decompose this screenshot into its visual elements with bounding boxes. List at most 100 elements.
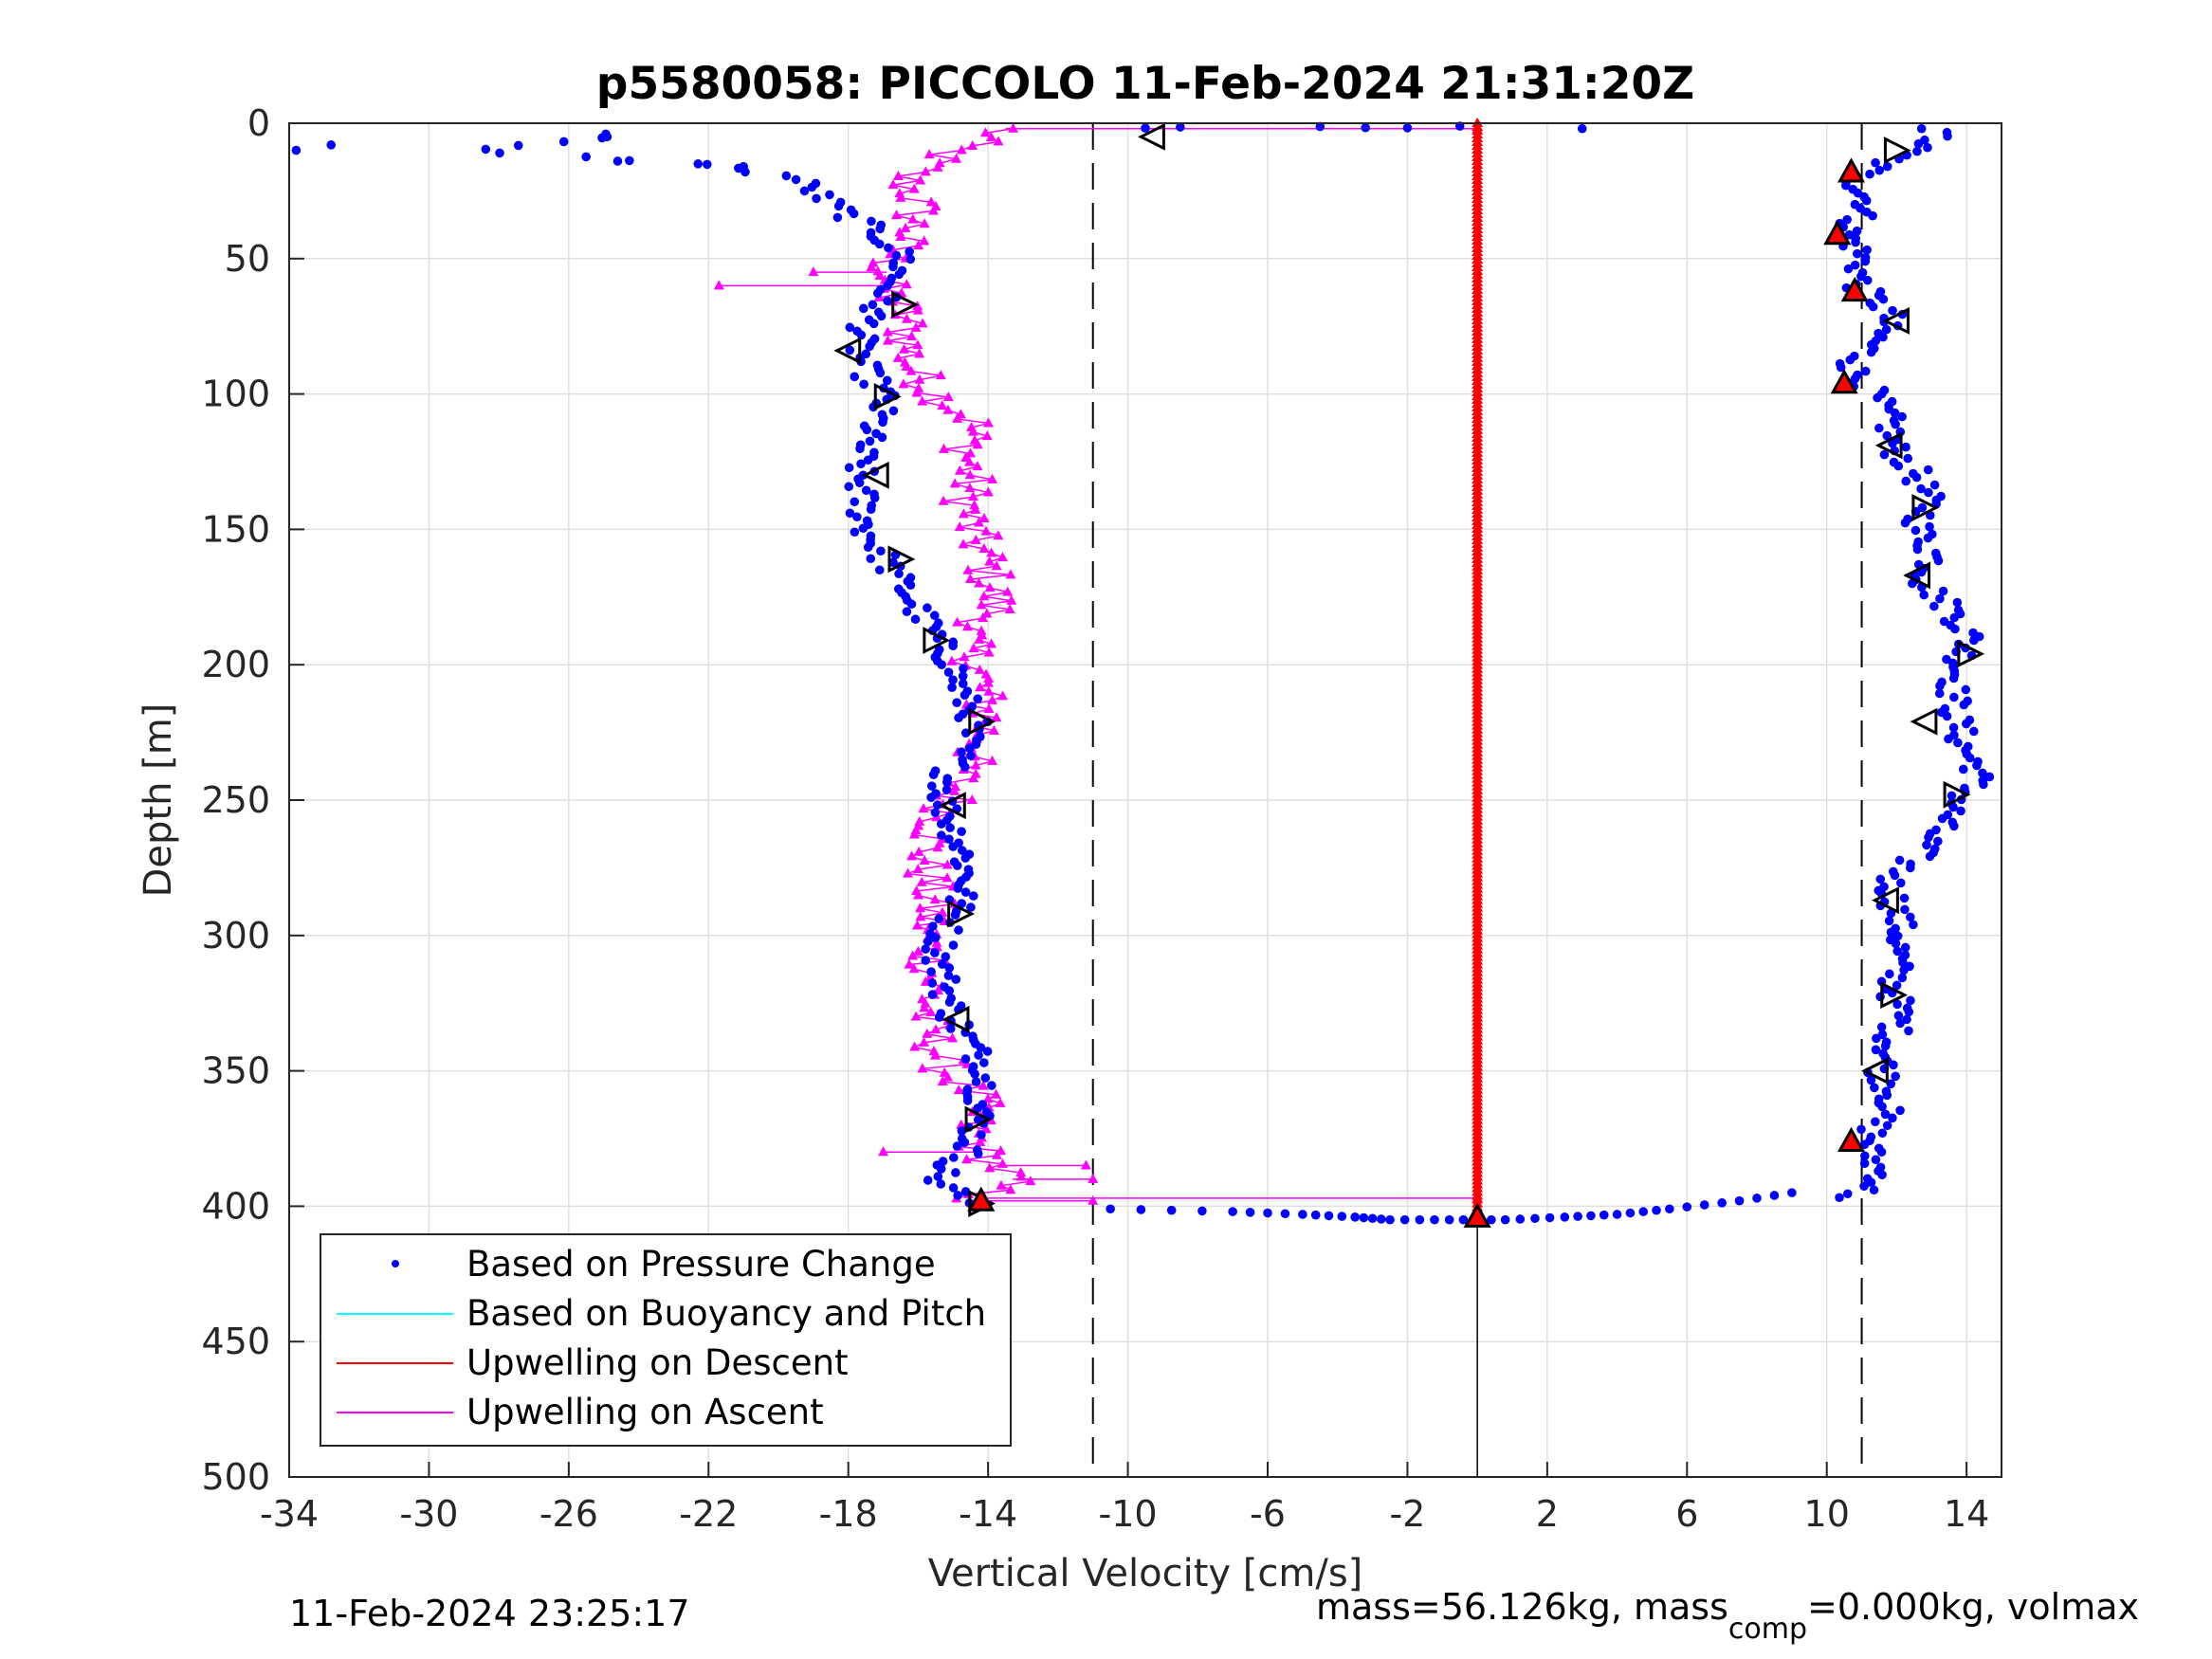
ascent-upwelling-point bbox=[981, 430, 993, 441]
pressure-change-point bbox=[1638, 1207, 1649, 1216]
ascent-upwelling-point bbox=[866, 261, 877, 271]
pressure-change-point bbox=[1916, 123, 1927, 134]
pressure-change-point bbox=[1430, 1214, 1439, 1225]
pressure-change-point bbox=[1875, 874, 1886, 884]
ascent-upwelling-point bbox=[910, 1011, 922, 1021]
ascent-upwelling-point bbox=[972, 439, 983, 449]
ascent-upwelling-point bbox=[1015, 1171, 1027, 1181]
pressure-change-point bbox=[1878, 294, 1889, 304]
y-tick-label: 250 bbox=[201, 779, 270, 821]
pressure-change-point bbox=[948, 842, 958, 851]
x-tick-label: -18 bbox=[819, 1493, 878, 1535]
pressure-change-point bbox=[1881, 324, 1892, 335]
ascent-upwelling-point bbox=[964, 482, 976, 492]
ascent-upwelling-point bbox=[947, 1032, 959, 1043]
pressure-change-point bbox=[1337, 1212, 1347, 1221]
up-triangle-marker bbox=[1463, 1202, 1491, 1228]
pressure-change-point bbox=[1956, 806, 1965, 816]
pressure-change-point bbox=[1871, 1045, 1881, 1055]
ascent-upwelling-point bbox=[874, 270, 886, 281]
x-tick-label: 2 bbox=[1536, 1493, 1559, 1535]
pressure-change-point bbox=[1923, 142, 1932, 153]
ascent-upwelling-point bbox=[907, 213, 919, 224]
ascent-upwelling-point bbox=[942, 392, 954, 402]
ascent-upwelling-point bbox=[900, 222, 911, 232]
pressure-change-point bbox=[1875, 992, 1885, 1002]
legend-box bbox=[320, 1233, 1012, 1447]
pressure-change-point bbox=[866, 554, 876, 564]
pressure-change-point bbox=[1903, 453, 1913, 464]
pressure-change-point bbox=[944, 895, 955, 904]
ascent-upwelling-point bbox=[964, 456, 976, 466]
left-triangle-marker bbox=[861, 461, 889, 489]
pressure-change-point bbox=[1886, 1079, 1896, 1089]
pressure-change-point bbox=[791, 174, 801, 185]
pressure-change-point bbox=[1888, 1113, 1897, 1123]
pressure-change-point bbox=[1136, 1205, 1146, 1214]
pressure-change-point bbox=[883, 281, 892, 291]
y-axis-label: Depth [m] bbox=[137, 703, 180, 898]
x-tick-label: -6 bbox=[1250, 1493, 1286, 1535]
pressure-change-point bbox=[927, 921, 938, 931]
pressure-change-point bbox=[849, 209, 859, 219]
x-tick-label: -14 bbox=[959, 1493, 1017, 1535]
ascent-upwelling-point bbox=[1080, 1159, 1091, 1170]
pressure-change-point bbox=[1866, 1177, 1876, 1188]
pressure-change-point bbox=[1843, 264, 1854, 274]
y-tick-label: 100 bbox=[201, 374, 270, 415]
ascent-upwelling-point bbox=[929, 894, 941, 904]
ascent-upwelling-point bbox=[1025, 1176, 1036, 1186]
ascent-upwelling-point bbox=[978, 612, 989, 623]
pressure-change-point bbox=[1586, 1211, 1596, 1221]
pressure-change-point bbox=[739, 161, 748, 172]
pressure-change-point bbox=[1948, 722, 1959, 733]
ascent-upwelling-point bbox=[974, 633, 985, 644]
left-triangle-marker bbox=[1138, 122, 1165, 151]
pressure-change-point bbox=[941, 785, 952, 794]
pressure-change-point bbox=[1898, 957, 1908, 968]
ascent-upwelling-point bbox=[980, 1123, 992, 1134]
pressure-change-point bbox=[976, 1043, 986, 1052]
pressure-change-point bbox=[703, 159, 712, 170]
pressure-change-point bbox=[1402, 123, 1413, 133]
pressure-change-point bbox=[812, 193, 821, 204]
pressure-change-point bbox=[902, 607, 912, 617]
ascent-upwelling-point bbox=[930, 1024, 941, 1034]
pressure-change-point bbox=[1500, 1214, 1510, 1225]
pressure-change-point bbox=[954, 713, 963, 722]
pressure-change-point bbox=[1876, 1022, 1887, 1032]
pressure-change-point bbox=[957, 747, 966, 757]
pressure-change-point bbox=[513, 140, 523, 151]
pressure-change-point bbox=[1942, 711, 1952, 721]
ascent-upwelling-point bbox=[920, 166, 931, 176]
ascent-upwelling-point bbox=[925, 196, 937, 207]
ascent-upwelling-point bbox=[975, 1136, 986, 1146]
pressure-change-point bbox=[1515, 1214, 1526, 1224]
pressure-change-point bbox=[970, 1069, 979, 1079]
pressure-change-point bbox=[973, 1103, 982, 1113]
pressure-change-point bbox=[928, 770, 939, 779]
ascent-upwelling-point bbox=[961, 1154, 973, 1164]
pressure-change-point bbox=[951, 1168, 960, 1177]
pressure-change-point bbox=[1859, 1158, 1870, 1169]
pressure-change-point bbox=[959, 664, 968, 673]
ascent-upwelling-point bbox=[984, 1162, 996, 1173]
ascent-upwelling-point bbox=[964, 573, 976, 583]
pressure-change-point bbox=[905, 580, 916, 591]
pressure-change-point bbox=[943, 667, 954, 677]
ascent-upwelling-point bbox=[969, 500, 980, 510]
right-triangle-marker bbox=[968, 707, 996, 736]
pressure-change-point bbox=[1935, 593, 1945, 604]
pressure-change-point bbox=[951, 975, 961, 984]
ascent-upwelling-point bbox=[922, 1028, 933, 1038]
ascent-upwelling-point bbox=[890, 210, 902, 220]
pressure-change-point bbox=[974, 1050, 983, 1060]
pressure-change-point bbox=[495, 148, 504, 158]
pressure-change-point bbox=[1444, 1214, 1454, 1225]
pressure-change-point bbox=[844, 482, 854, 492]
ascent-upwelling-point bbox=[1004, 603, 1015, 613]
x-tick-label: 14 bbox=[1944, 1493, 1989, 1535]
ascent-upwelling-point bbox=[954, 521, 965, 532]
pressure-change-point bbox=[1948, 802, 1958, 812]
pressure-change-point bbox=[781, 171, 792, 181]
